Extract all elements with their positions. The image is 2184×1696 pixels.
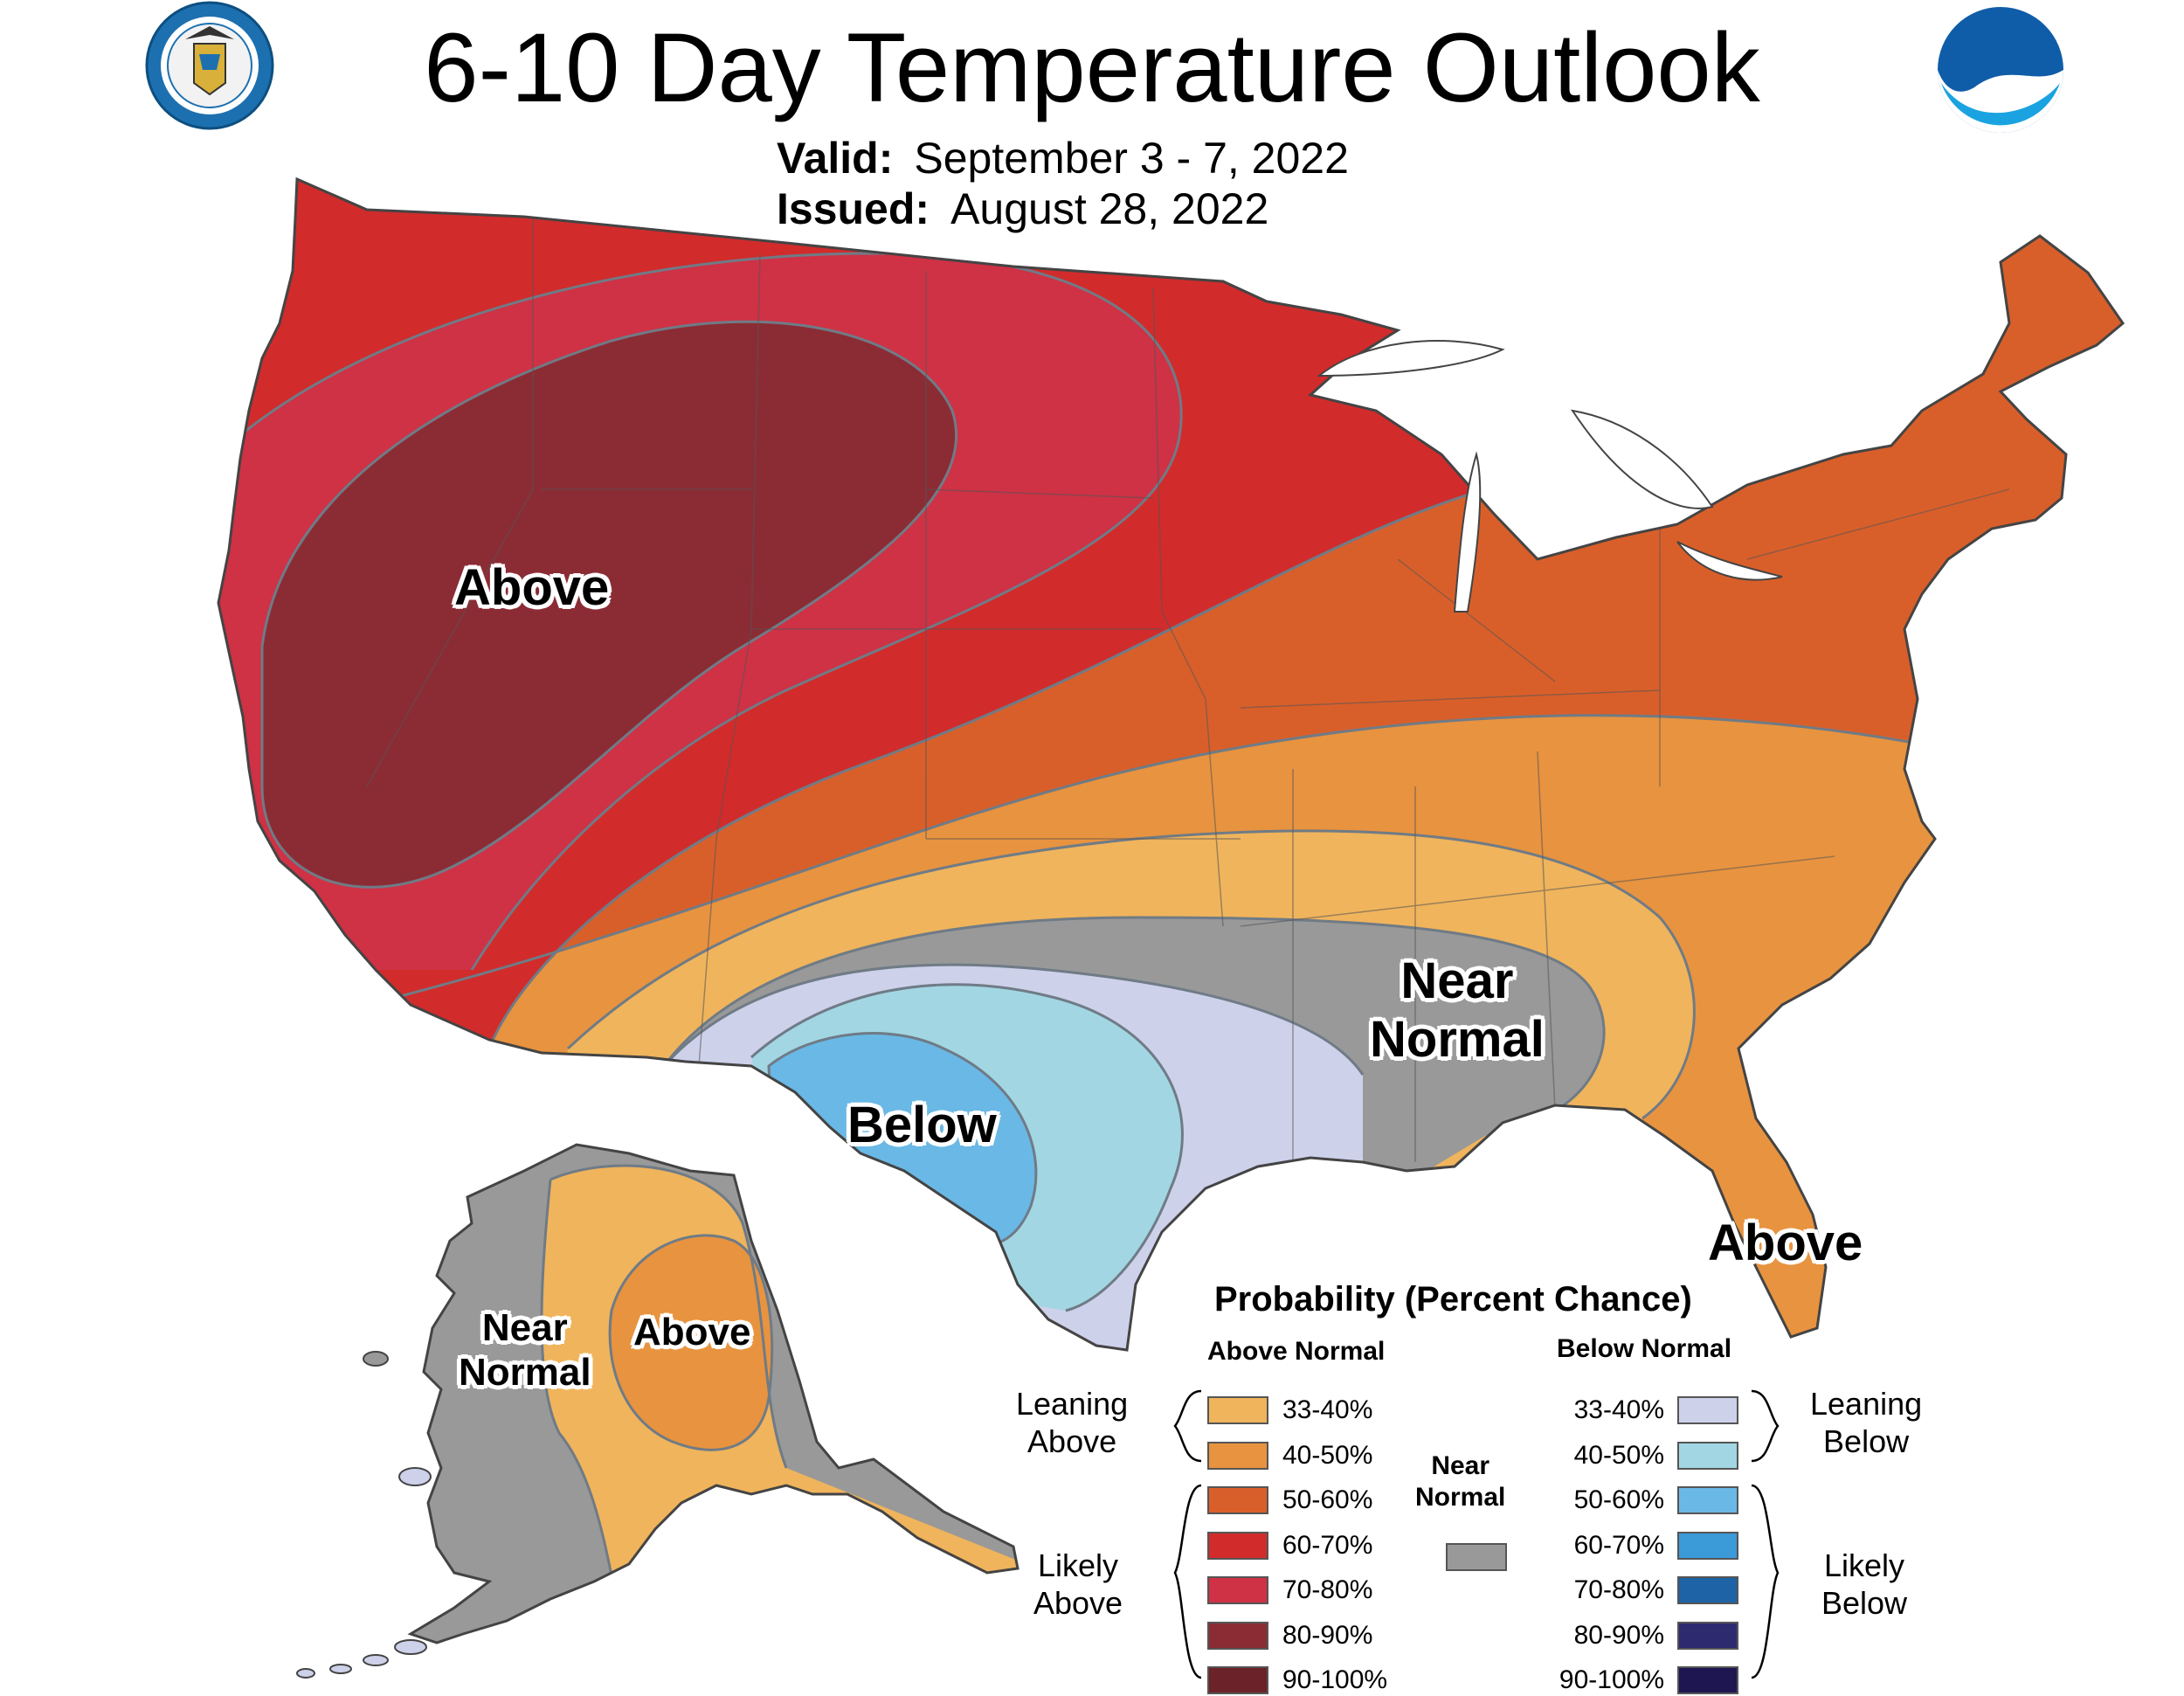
valid-label: Valid:	[777, 134, 894, 183]
above-bin-row-3: 60-70%	[0, 1530, 2184, 1561]
above-bin-swatch	[1207, 1621, 1268, 1650]
leaning-below-line1: Leaning	[1810, 1386, 1923, 1422]
legend-leaning-above: Leaning Above	[1016, 1385, 1128, 1460]
below-bin-label: 80-90%	[1573, 1620, 1664, 1650]
legend-likely-below: Likely Below	[1821, 1547, 1907, 1622]
noaa-logo	[1938, 7, 2063, 133]
legend-above-heading: Above Normal	[1207, 1337, 1386, 1366]
below-bin-label: 50-60%	[1573, 1485, 1664, 1514]
state-boundaries	[366, 218, 2010, 1162]
region-label-above-florida: Above	[1708, 1215, 1863, 1271]
region-label-below-texas: Below	[847, 1097, 997, 1153]
region-label-alaska-above: Above	[633, 1311, 751, 1353]
below-bin-label: 70-80%	[1573, 1575, 1664, 1604]
below-bin-row-4: 70-80%	[0, 1575, 2184, 1606]
legend-title: Probability (Percent Chance)	[1214, 1280, 1692, 1319]
below-bin-label: 33-40%	[1573, 1395, 1664, 1424]
above-bin-swatch	[1207, 1576, 1268, 1604]
near-heading-line1: Near	[1431, 1451, 1490, 1480]
leaning-above-line1: Leaning	[1016, 1386, 1129, 1422]
below-bin-row-1: 40-50%	[0, 1440, 2184, 1471]
aleutian-islands	[296, 1467, 432, 1679]
issued-value: August 28, 2022	[950, 184, 1269, 233]
above-bin-row-0: 33-40%	[0, 1395, 2184, 1426]
above-bin-row-2: 50-60%	[0, 1485, 2184, 1516]
region-label-near-normal: Near Normal	[1370, 952, 1545, 1069]
below-50-60-area	[769, 1033, 1036, 1245]
legend-near-swatch	[1446, 1543, 1507, 1571]
legend-near-heading: Near Normal	[1415, 1450, 1505, 1513]
below-bin-row-2: 50-60%	[0, 1485, 2184, 1516]
below-bin-swatch	[1677, 1531, 1738, 1560]
above-bin-label: 70-80%	[1282, 1575, 1373, 1604]
legend-below-heading: Below Normal	[1557, 1334, 1732, 1363]
below-bin-label: 60-70%	[1573, 1530, 1664, 1560]
near-heading-line2: Normal	[1415, 1483, 1506, 1512]
below-bin-row-0: 33-40%	[0, 1395, 2184, 1426]
above-bin-row-4: 70-80%	[0, 1575, 2184, 1606]
valid-value: September 3 - 7, 2022	[914, 134, 1349, 183]
department-of-commerce-seal	[145, 1, 274, 130]
above-bin-label: 80-90%	[1282, 1620, 1373, 1650]
above-bin-row-5: 80-90%	[0, 1620, 2184, 1651]
above-bin-swatch	[1207, 1531, 1268, 1560]
leaning-below-line2: Below	[1823, 1423, 1910, 1459]
alaska-near-line1: Near	[481, 1306, 568, 1349]
above-bin-label: 50-60%	[1282, 1485, 1373, 1514]
above-bin-label: 33-40%	[1282, 1395, 1373, 1424]
issued-date-row: Issued: August 28, 2022	[777, 184, 1268, 233]
region-label-alaska-near-normal: Near Normal	[459, 1306, 591, 1395]
below-bin-swatch	[1677, 1486, 1738, 1514]
region-label-above-west: Above	[454, 559, 610, 616]
page-title: 6-10 Day Temperature Outlook	[424, 13, 1760, 122]
valid-date-row: Valid: September 3 - 7, 2022	[777, 134, 1349, 183]
below-bin-swatch	[1677, 1441, 1738, 1470]
leaning-above-line2: Above	[1027, 1423, 1117, 1459]
above-bin-row-1: 40-50%	[0, 1440, 2184, 1471]
near-normal-line2: Normal	[1370, 1010, 1545, 1068]
below-bin-swatch	[1677, 1621, 1738, 1650]
above-bin-swatch	[1207, 1396, 1268, 1424]
below-bin-swatch	[1677, 1576, 1738, 1604]
likely-below-line2: Below	[1821, 1585, 1908, 1621]
below-bin-row-3: 60-70%	[0, 1530, 2184, 1561]
below-bin-label: 40-50%	[1573, 1440, 1664, 1470]
above-bin-label: 40-50%	[1282, 1440, 1373, 1470]
below-bin-swatch	[1677, 1396, 1738, 1424]
great-lakes	[1317, 340, 1783, 613]
issued-label: Issued:	[777, 184, 930, 233]
alaska-outline	[407, 1143, 1019, 1644]
below-bin-row-5: 80-90%	[0, 1620, 2184, 1651]
above-bin-label: 60-70%	[1282, 1530, 1373, 1560]
above-80-90-area	[262, 322, 957, 888]
legend-likely-above: Likely Above	[1033, 1547, 1123, 1622]
above-bin-swatch	[1207, 1441, 1268, 1470]
alaska-near-line2: Normal	[459, 1350, 591, 1394]
near-normal-line1: Near	[1400, 952, 1514, 1009]
above-bin-swatch	[1207, 1486, 1268, 1514]
likely-above-line1: Likely	[1038, 1547, 1119, 1583]
conus-outline	[217, 177, 2125, 1352]
legend-leaning-below: Leaning Below	[1810, 1385, 1922, 1460]
likely-below-line1: Likely	[1824, 1547, 1905, 1583]
likely-above-line2: Above	[1033, 1585, 1123, 1621]
